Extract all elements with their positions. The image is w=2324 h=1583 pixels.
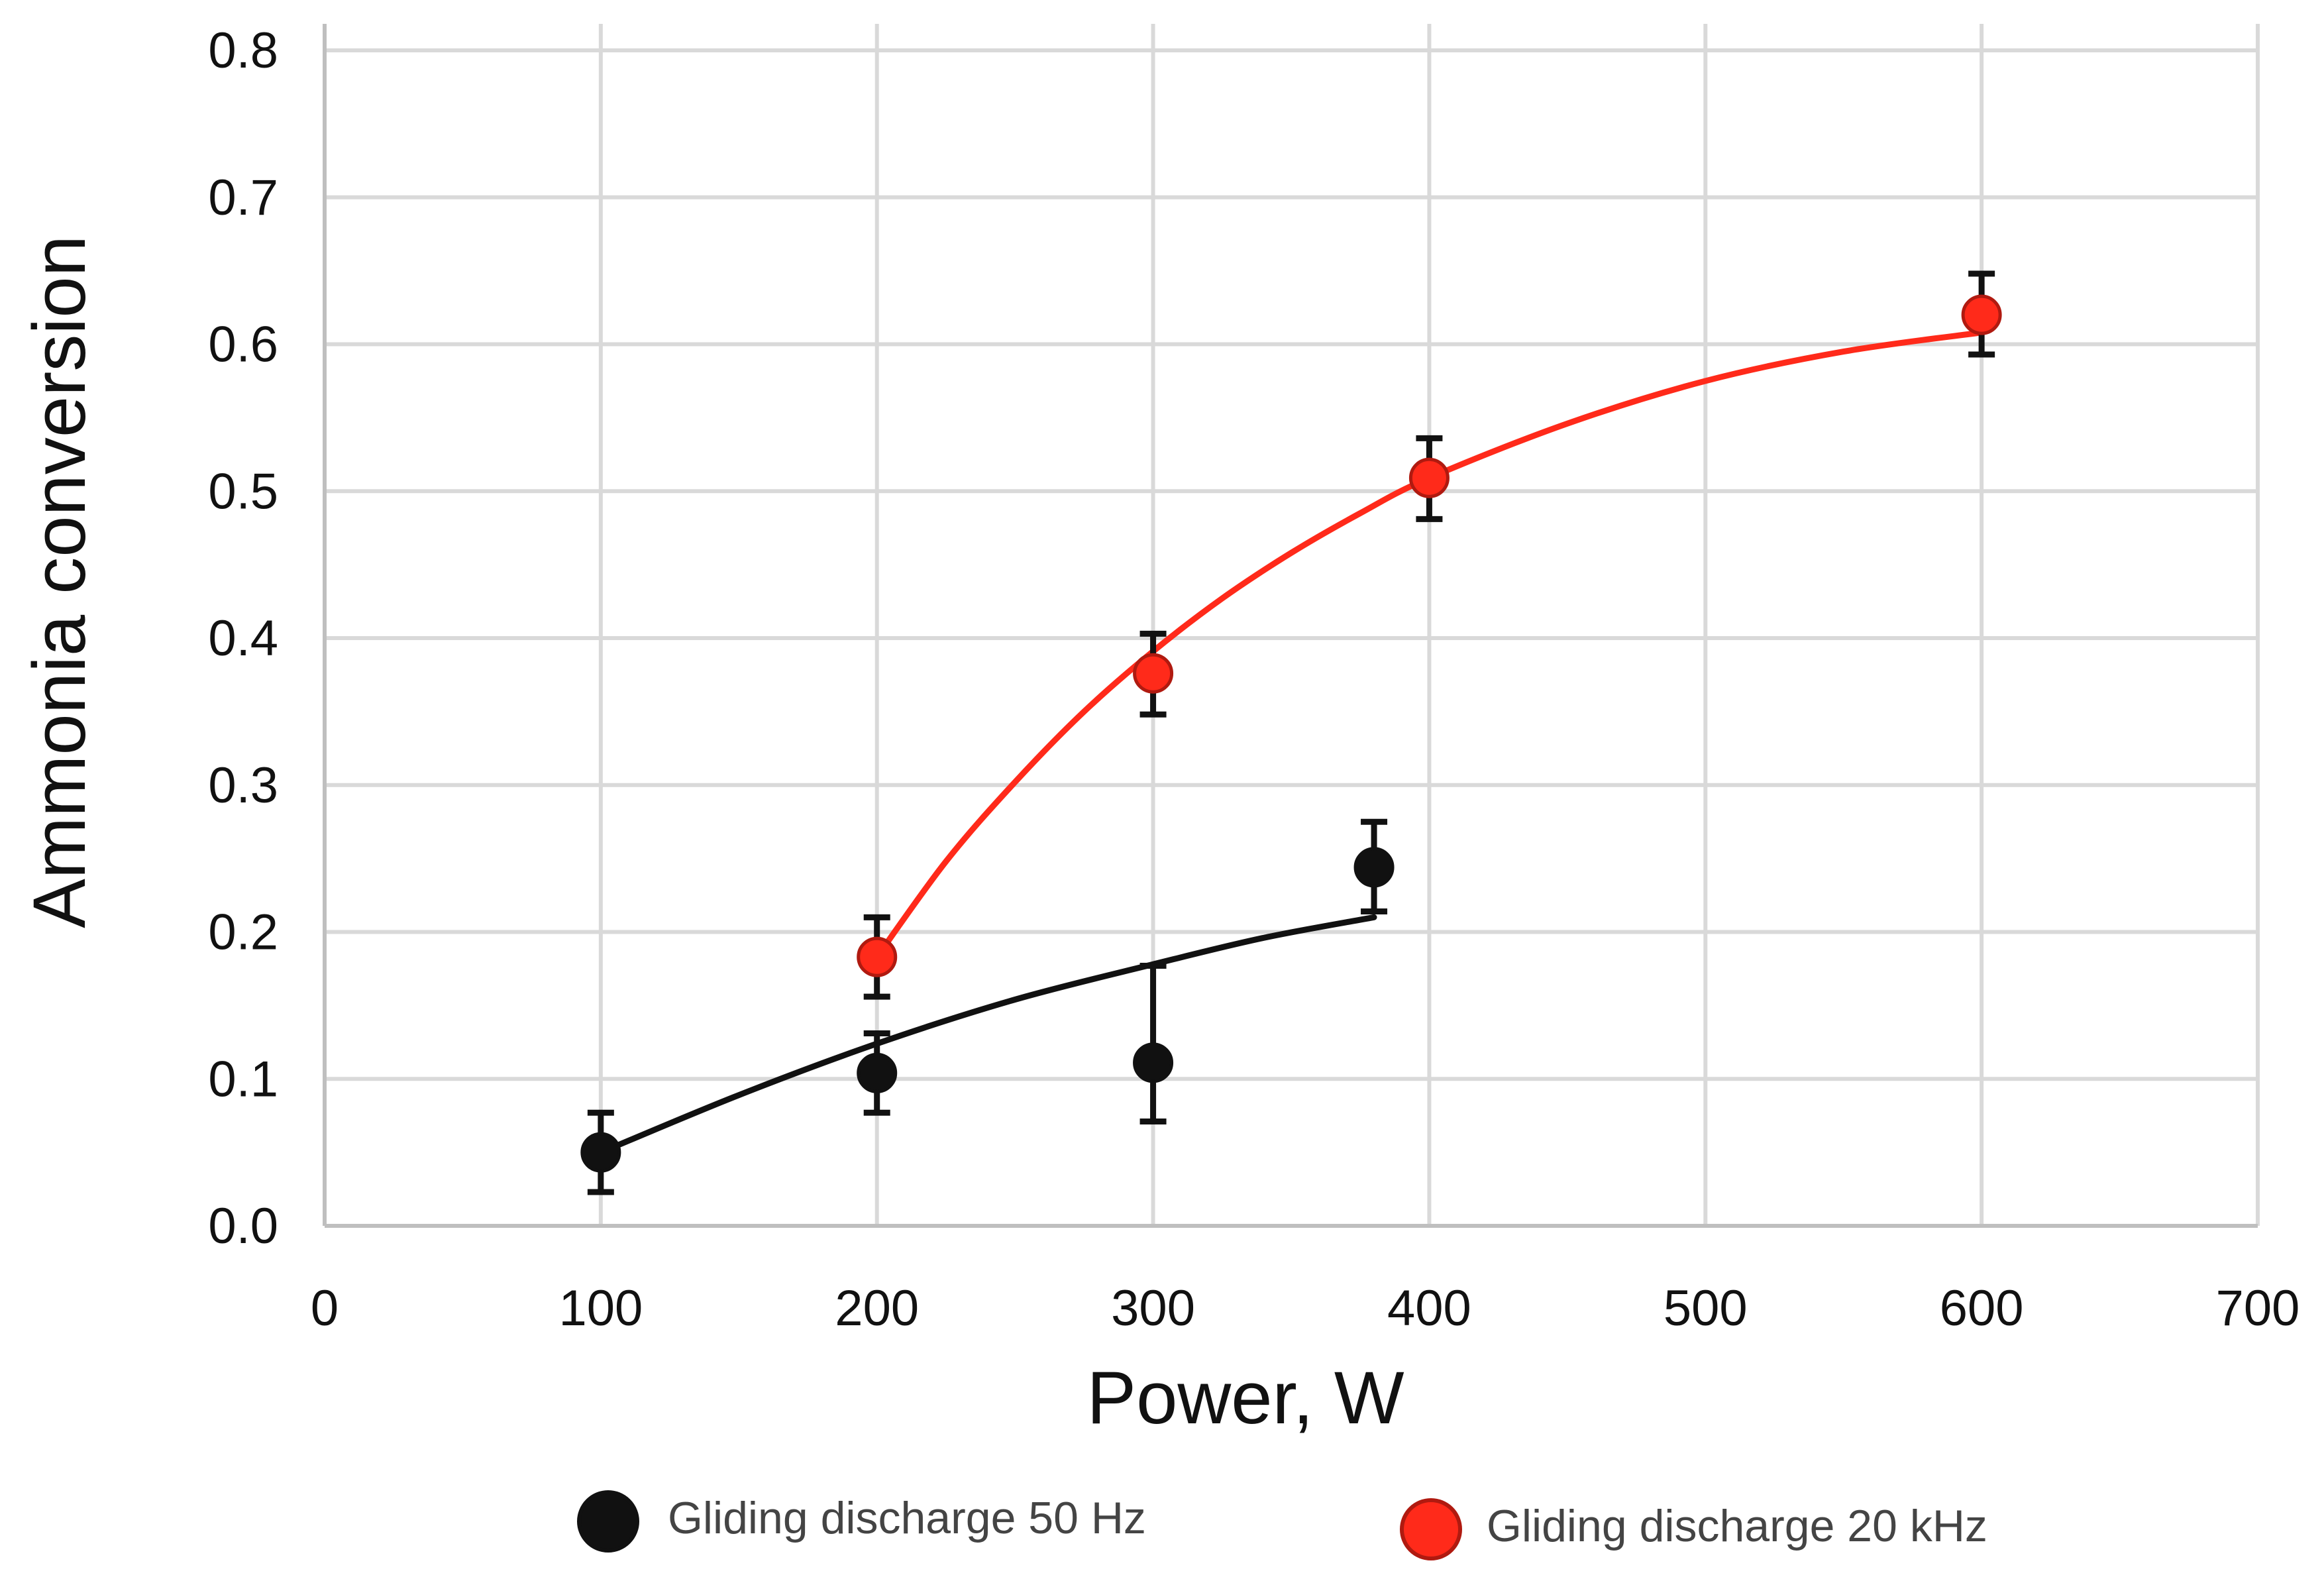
y-tick-label: 0.7 bbox=[208, 170, 278, 226]
data-point-series-0 bbox=[857, 1052, 898, 1093]
legend-label-50hz: Gliding discharge 50 Hz bbox=[668, 1493, 1146, 1543]
x-tick-label: 400 bbox=[1387, 1280, 1471, 1337]
marker-layer bbox=[580, 294, 2002, 1173]
y-tick-label: 0.5 bbox=[208, 463, 278, 519]
x-tick-label: 100 bbox=[558, 1280, 643, 1337]
y-tick-label: 0.6 bbox=[208, 317, 278, 373]
legend-marker-20khz bbox=[1400, 1498, 1462, 1560]
trend-layer bbox=[598, 329, 1985, 1156]
legend-marker-50hz bbox=[577, 1490, 639, 1553]
legend: Gliding discharge 50 Hz Gliding discharg… bbox=[577, 1490, 1987, 1560]
data-point-series-0 bbox=[580, 1132, 621, 1173]
x-tick-label: 200 bbox=[835, 1280, 919, 1337]
x-tick-label: 0 bbox=[311, 1280, 339, 1337]
y-tick-label: 0.1 bbox=[208, 1051, 278, 1107]
y-axis-title: Ammonia conversion bbox=[18, 235, 101, 928]
y-tick-label: 0.0 bbox=[208, 1198, 278, 1254]
grid-layer bbox=[325, 24, 2260, 1226]
data-point-series-0 bbox=[1133, 1042, 1174, 1083]
y-tick-label: 0.4 bbox=[208, 610, 278, 667]
data-point-series-1 bbox=[1408, 457, 1450, 498]
x-tick-label: 300 bbox=[1111, 1280, 1195, 1337]
x-axis-title: Power, W bbox=[1086, 1356, 1404, 1439]
legend-item-20khz: Gliding discharge 20 kHz bbox=[1400, 1498, 1987, 1560]
y-tick-label: 0.8 bbox=[208, 23, 278, 79]
y-tick-label: 0.3 bbox=[208, 757, 278, 814]
legend-item-50hz: Gliding discharge 50 Hz bbox=[577, 1490, 1146, 1553]
data-point-series-1 bbox=[1961, 294, 2002, 335]
x-tick-label: 600 bbox=[1940, 1280, 2024, 1337]
axis-layer bbox=[323, 24, 2258, 1228]
data-point-series-0 bbox=[1353, 847, 1395, 888]
data-point-series-1 bbox=[857, 936, 898, 977]
tick-layer: 0.0 0.1 0.2 0.3 0.4 0.5 0.6 0.7 0.8 0 100 200 300 400… bbox=[208, 23, 2299, 1337]
trend-line-series-0 bbox=[598, 914, 1377, 1156]
error-layer bbox=[587, 270, 1995, 1195]
x-tick-label: 500 bbox=[1664, 1280, 1748, 1337]
x-tick-label: 700 bbox=[2216, 1280, 2300, 1337]
data-point-series-1 bbox=[1133, 653, 1174, 694]
legend-label-20khz: Gliding discharge 20 kHz bbox=[1487, 1501, 1987, 1551]
y-tick-label: 0.2 bbox=[208, 904, 278, 961]
trend-line-series-1 bbox=[874, 329, 1985, 960]
